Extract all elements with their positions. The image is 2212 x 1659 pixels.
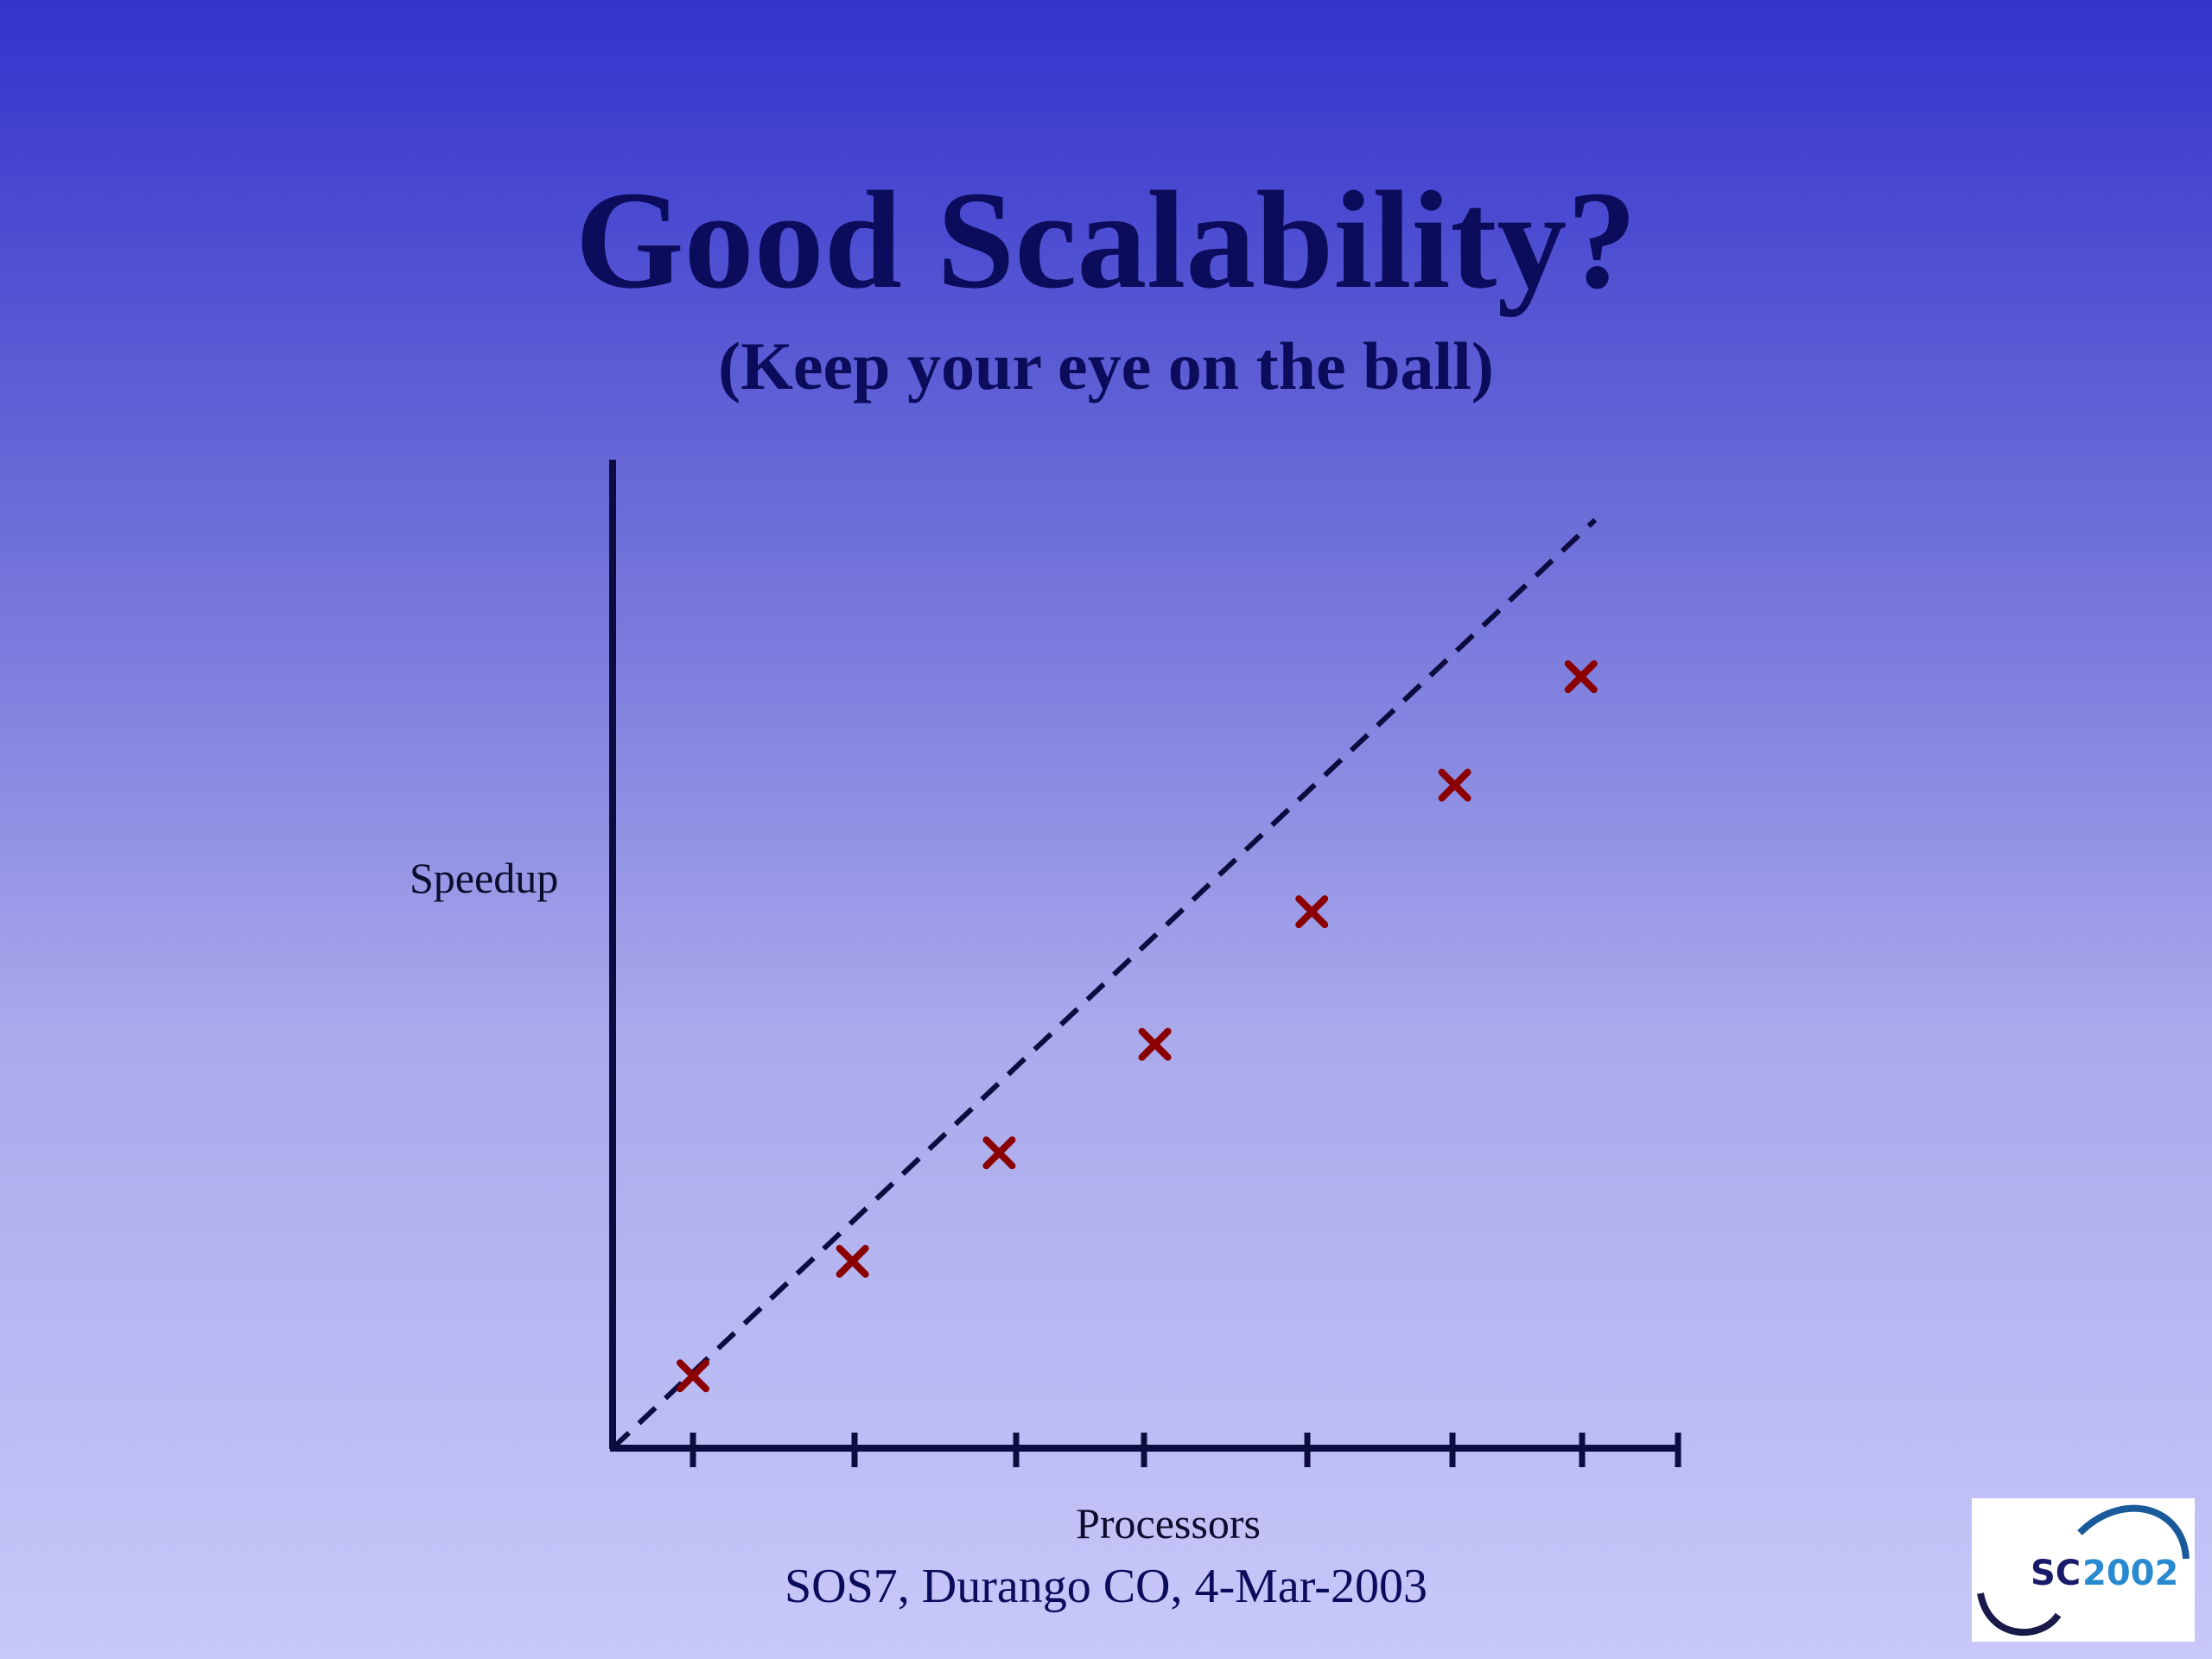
sc2002-logo: SC 2002: [1972, 1498, 2195, 1642]
y-axis-label: Speedup: [410, 854, 558, 902]
x-axis-label: Processors: [1076, 1499, 1261, 1548]
data-markers: [677, 660, 1598, 1393]
data-point-marker: [1438, 768, 1471, 802]
x-axis-ticks: [690, 1433, 1681, 1467]
data-point-marker: [1295, 895, 1329, 929]
slide-footer: SOS7, Durango CO, 4-Mar-2003: [785, 1560, 1427, 1613]
slide-title: Good Scalability?: [575, 163, 1637, 318]
svg-text:2002: 2002: [2082, 1554, 2178, 1593]
data-point-marker: [836, 1244, 869, 1278]
data-point-marker: [982, 1136, 1016, 1170]
logo-swoosh-icon: [1977, 1592, 2062, 1636]
ideal-speedup-line: [610, 518, 1598, 1451]
slide-subtitle: (Keep your eye on the ball): [718, 328, 1494, 404]
logo-arc-icon: [2077, 1504, 2190, 1560]
data-point-marker: [1564, 660, 1598, 694]
data-point-marker: [1138, 1027, 1172, 1061]
data-point-marker: [677, 1359, 710, 1393]
svg-text:SC: SC: [2031, 1554, 2081, 1593]
